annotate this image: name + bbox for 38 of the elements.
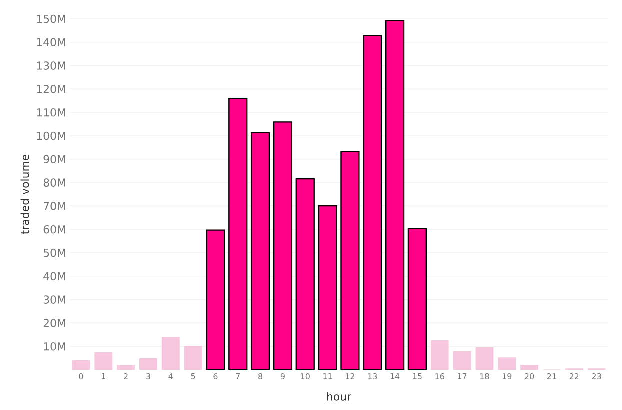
bar [430, 340, 449, 370]
bar [206, 230, 226, 370]
bar [363, 35, 382, 370]
y-tick-label: 40M [44, 272, 66, 281]
y-tick-label: 20M [44, 319, 66, 328]
bar [453, 352, 472, 370]
y-axis-title: traded volume [20, 154, 30, 234]
y-tick-label: 150M [37, 14, 66, 24]
y-tick-label: 10M [44, 342, 66, 351]
y-tick-label: 130M [37, 62, 66, 70]
y-tick-label: 140M [37, 38, 66, 47]
bar [385, 20, 405, 370]
bar [296, 178, 315, 370]
y-tick-label: 80M [44, 178, 66, 187]
bar [476, 348, 494, 370]
bar [273, 122, 293, 370]
y-tick-label: 110M [37, 108, 66, 117]
bar [184, 346, 202, 370]
bar [520, 365, 539, 370]
bar [139, 358, 158, 370]
bar [250, 132, 270, 370]
y-tick-label: 60M [44, 225, 66, 234]
bar [72, 360, 90, 370]
y-tick-label: 120M [37, 85, 66, 94]
bar [228, 98, 248, 370]
bar [340, 151, 360, 370]
bar [408, 228, 428, 370]
bar [117, 366, 136, 370]
y-tick-label: 100M [37, 132, 66, 140]
bar [318, 205, 338, 370]
y-tick-label: 90M [44, 155, 66, 164]
y-tick-label: 70M [44, 202, 66, 210]
x-axis-title: hour [327, 392, 352, 401]
y-tick-label: 50M [44, 248, 66, 258]
bar [498, 358, 516, 370]
y-tick-label: 30M [44, 296, 66, 304]
bar [94, 352, 113, 370]
bar [162, 337, 180, 370]
